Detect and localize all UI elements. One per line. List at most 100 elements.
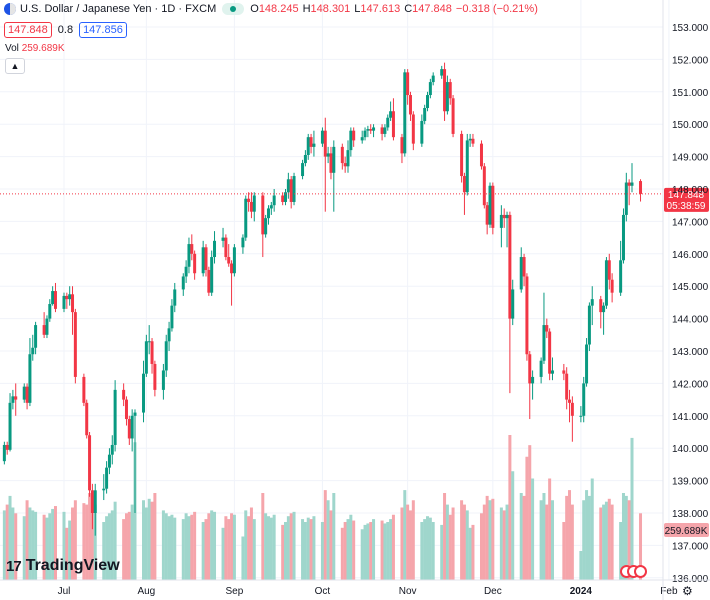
x-tick-label: Nov (399, 586, 417, 597)
candle-body (428, 82, 432, 96)
y-tick-label: 141.000 (672, 412, 709, 423)
volume-bar (173, 517, 177, 580)
candle-body (5, 444, 9, 450)
candle-body (604, 260, 608, 306)
tradingview-logo[interactable]: 17 TradingView (6, 557, 120, 575)
candle-body (426, 95, 430, 108)
volume-bar (227, 519, 231, 580)
volume-bar (292, 511, 296, 580)
open-label: O (250, 3, 259, 15)
candle-body (193, 253, 197, 274)
volume-bar (170, 514, 174, 580)
volume-bar (181, 519, 185, 580)
volume-bar (249, 507, 253, 580)
candle-body (292, 176, 296, 202)
volume-bar (630, 437, 634, 580)
candle-body (570, 402, 574, 416)
volume-bar (491, 498, 495, 580)
candle-body (122, 389, 126, 400)
volume-bar (73, 500, 77, 580)
volume-bar (508, 435, 512, 580)
candle-body (65, 295, 69, 300)
volume-bar (107, 513, 111, 580)
volume-bar (161, 510, 165, 580)
events-icons[interactable] (620, 565, 648, 579)
volume-bar (14, 513, 18, 580)
candle-body (105, 467, 109, 489)
candle-body (590, 299, 594, 306)
volume-bar (184, 513, 188, 580)
candle-body (306, 137, 310, 155)
candle-body (380, 127, 384, 134)
candle-body (465, 140, 469, 193)
volume-bar (607, 498, 611, 580)
y-tick-label: 142.000 (672, 379, 709, 390)
open-value: 148.245 (258, 3, 299, 15)
volume-bar (110, 510, 114, 580)
y-tick-label: 146.000 (672, 250, 709, 261)
volume-bar (88, 493, 92, 580)
candle-body (187, 244, 191, 267)
candle-body (249, 201, 253, 212)
volume-bar (8, 495, 12, 580)
candle-body (161, 370, 165, 390)
candle-body (144, 341, 148, 374)
volume-bar (408, 510, 412, 580)
volume-bar (360, 529, 364, 580)
volume-bar (585, 490, 589, 580)
candle-body (505, 214, 509, 219)
y-tick-label: 150.000 (672, 120, 709, 131)
candle-body (462, 176, 466, 193)
candle-body (386, 117, 390, 128)
volume-bar (411, 500, 415, 580)
volume-bar (2, 510, 6, 580)
volume-bar (193, 511, 197, 580)
volume-bar (144, 507, 148, 580)
candle-body (585, 344, 589, 384)
volume-bar (284, 522, 288, 580)
candle-body (204, 247, 208, 270)
candle-body (624, 182, 628, 215)
volume-bar (349, 514, 353, 580)
volume-bar (343, 522, 347, 580)
volume-bar (579, 551, 583, 580)
volume-bar (93, 504, 97, 580)
candle-body (88, 435, 92, 491)
candle-body (528, 354, 532, 384)
candle-body (14, 396, 18, 400)
volume-bar (431, 522, 435, 580)
candle-body (170, 305, 174, 329)
candle-body (545, 325, 549, 332)
candle-body (630, 182, 634, 186)
candle-body (53, 291, 57, 309)
candle-body (445, 82, 449, 112)
candle-body (568, 399, 572, 403)
volume-bar (204, 519, 208, 580)
sell-button[interactable]: 147.848 (4, 22, 52, 38)
collapse-legend-button[interactable]: ▲ (5, 58, 25, 74)
tradingview-mark-icon: 17 (6, 557, 22, 575)
settings-gear-icon[interactable]: ⚙ (682, 584, 693, 598)
candle-body (491, 185, 495, 228)
volume-bar (468, 527, 472, 580)
candle-body (562, 370, 566, 374)
y-tick-label: 147.000 (672, 217, 709, 228)
volume-bar (462, 504, 466, 580)
candle-body (11, 396, 15, 403)
candle-body (244, 198, 248, 238)
volume-bar (340, 527, 344, 580)
volume-bar (252, 519, 256, 580)
symbol-title[interactable]: U.S. Dollar / Japanese Yen · 1D · FXCM (20, 3, 217, 15)
volume-bar (599, 507, 603, 580)
candle-body (582, 383, 586, 416)
candle-body (184, 266, 188, 277)
x-tick-label: Feb (660, 586, 678, 597)
candle-body (207, 270, 211, 293)
candle-body (329, 153, 333, 173)
event-icon[interactable] (634, 565, 647, 578)
buy-button[interactable]: 147.856 (79, 22, 127, 38)
volume-bar (5, 504, 9, 580)
volume-bar (230, 513, 234, 580)
candle-body (485, 205, 489, 225)
